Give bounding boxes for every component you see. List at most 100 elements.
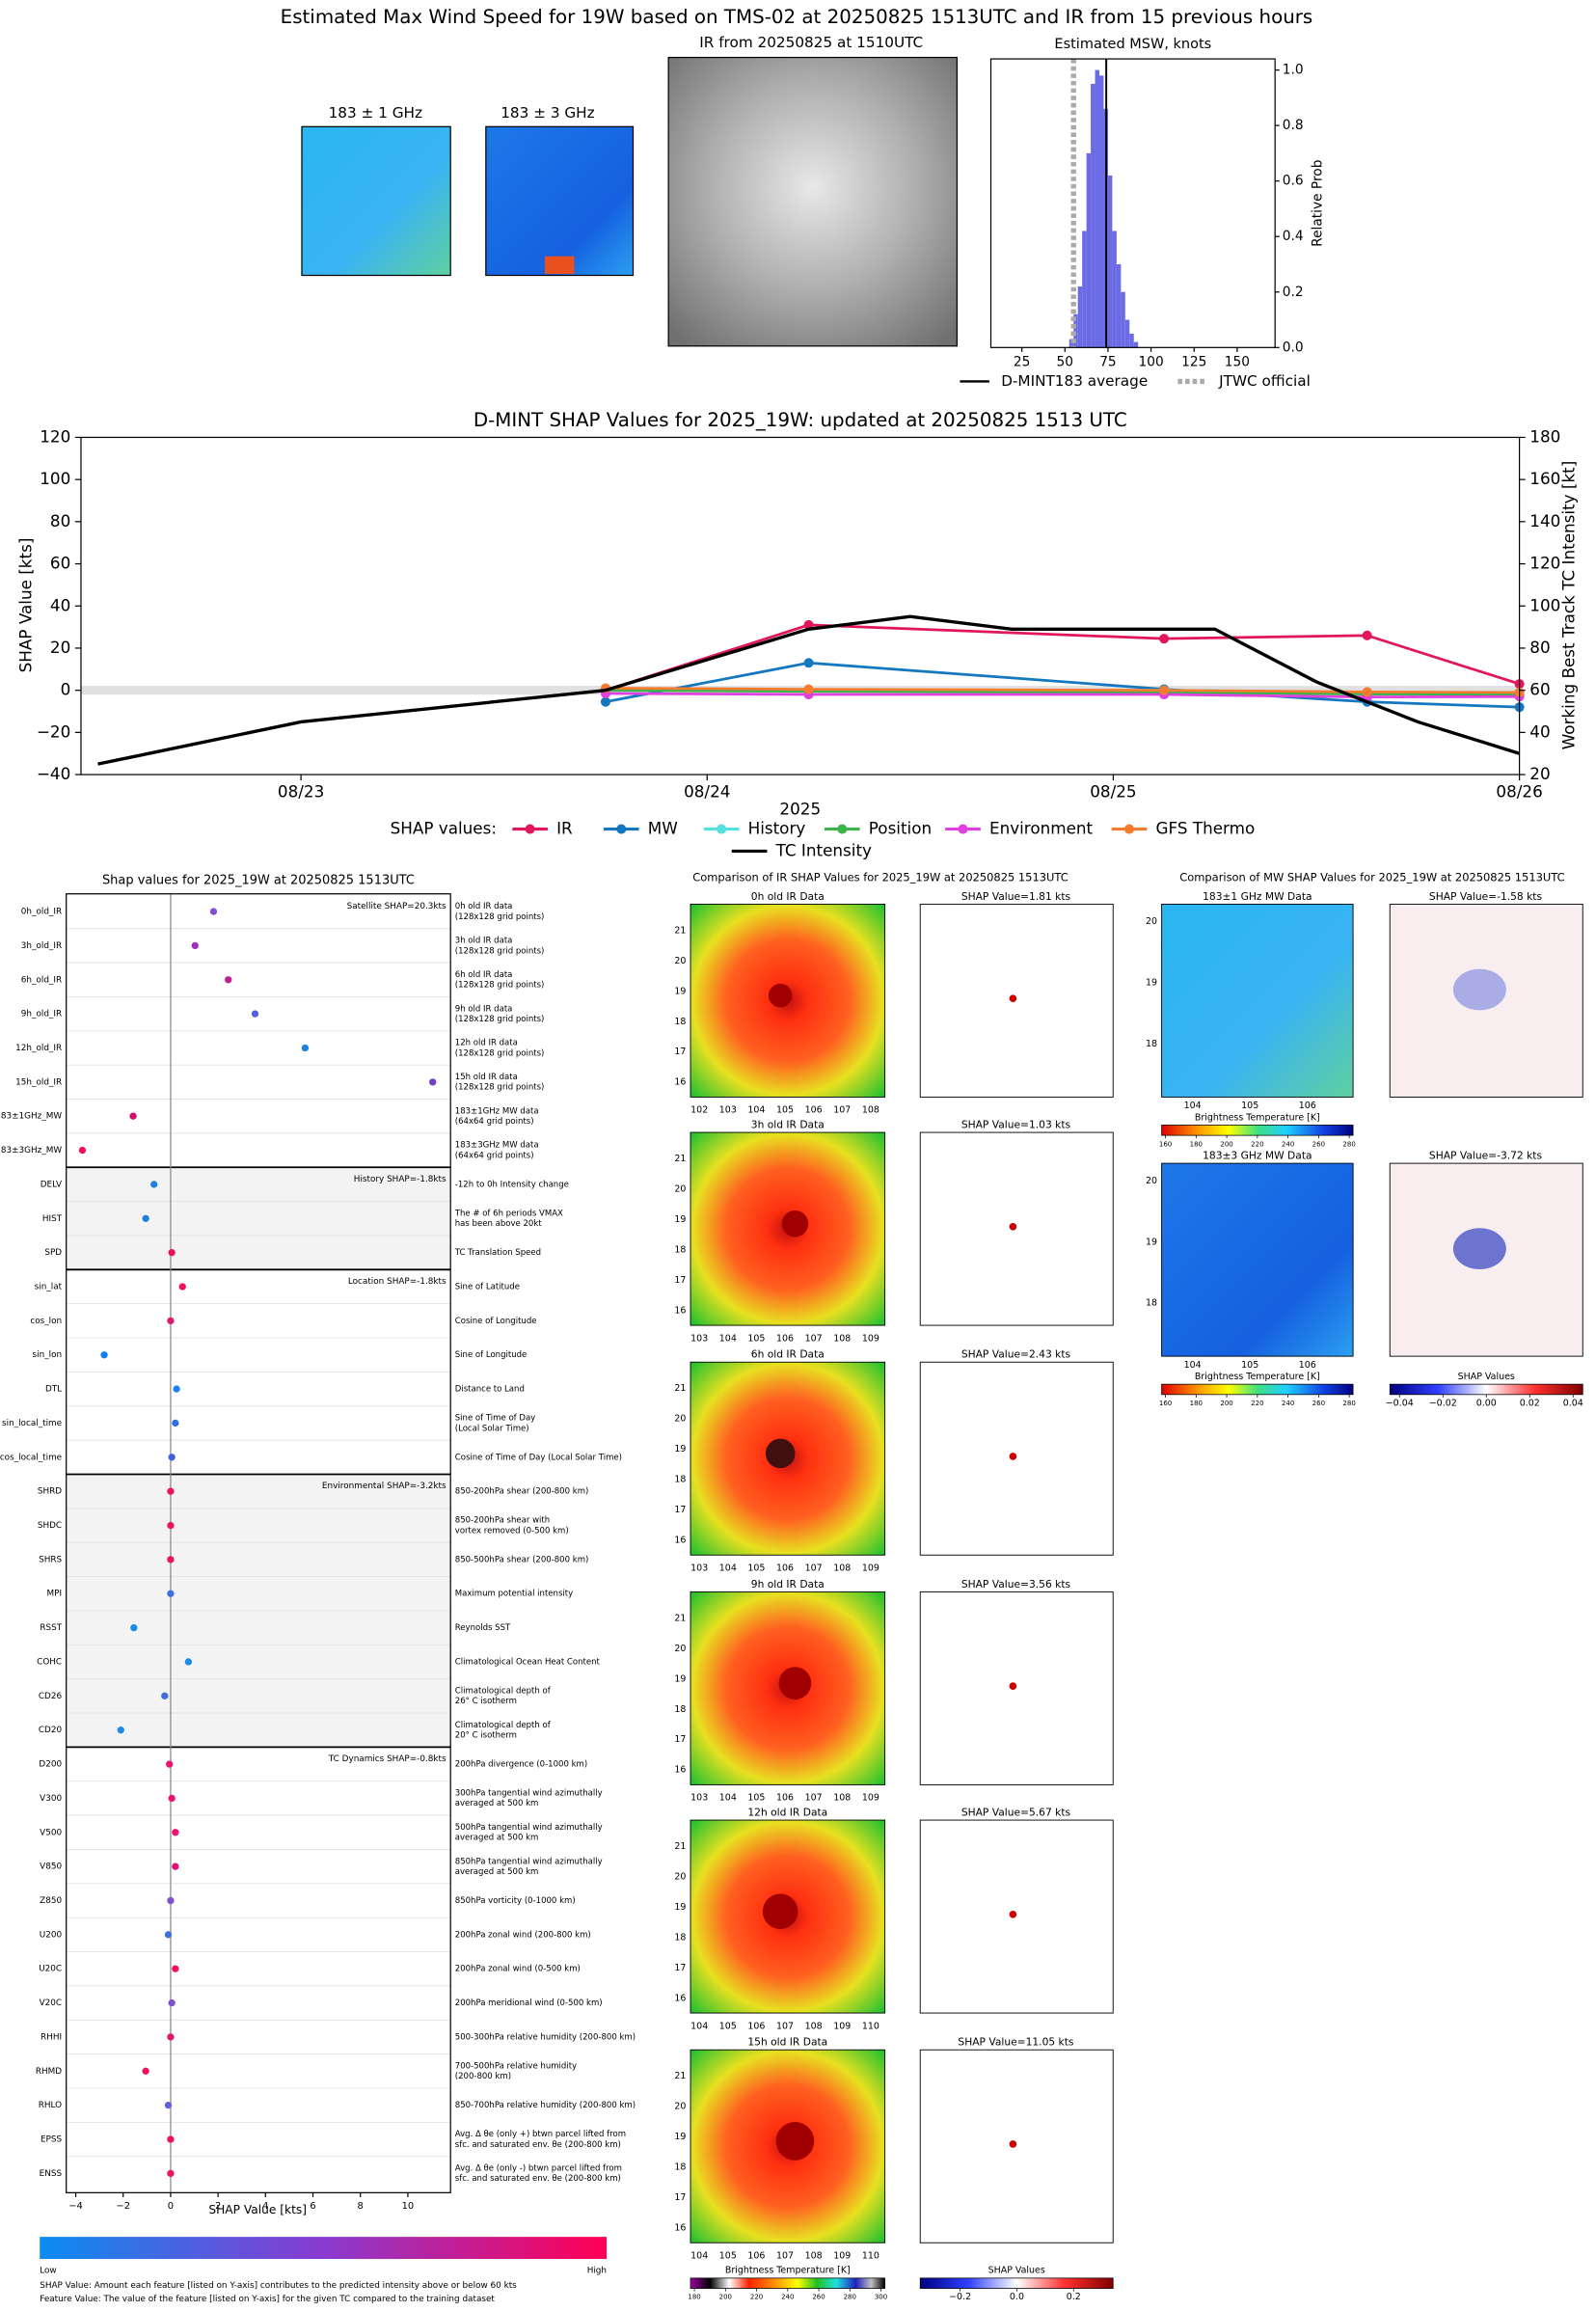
bar <box>1069 339 1074 348</box>
bar <box>1116 263 1122 348</box>
feature-label: CD26 <box>39 1692 63 1701</box>
panel-title: SHAP Value=1.03 kts <box>961 1118 1071 1130</box>
feature-description: 850-700hPa relative humidity (200-800 km… <box>455 2101 636 2110</box>
feature-label: V20C <box>40 1998 62 2008</box>
shap-image-spot <box>1009 994 1017 1002</box>
ir-image-eye <box>775 2122 815 2161</box>
colorbar-tick-label: 200 <box>1220 1399 1232 1407</box>
y-tick-label: 18 <box>674 1017 686 1027</box>
colorbar-tick-label: 160 <box>1159 1139 1172 1148</box>
colorbar-tick-label: 280 <box>1342 1139 1355 1148</box>
y-tick-label: 1.0 <box>1283 63 1304 78</box>
y-tick-label: −20 <box>37 721 70 741</box>
y-tick-label: 17 <box>674 1047 686 1057</box>
colorbar-tick-label: −0.02 <box>1429 1398 1457 1408</box>
y-tick-label: 18 <box>1146 1298 1157 1309</box>
ir-image-eye <box>765 1438 796 1469</box>
colorbar-label: Low <box>40 2267 56 2276</box>
x-tick-label: 106 <box>747 2250 765 2261</box>
x-tick-label: 104 <box>690 2250 708 2261</box>
feature-label: DTL <box>45 1385 62 1395</box>
y-tick-label: 20 <box>50 638 70 657</box>
dot <box>167 2169 175 2178</box>
colorbar <box>1161 1383 1354 1396</box>
feature-description: 6h old IR data <box>455 970 513 980</box>
legend-marker <box>958 824 968 834</box>
y-tick-label: 20 <box>674 1644 686 1654</box>
mw-image <box>1161 903 1354 1098</box>
y-tick-label: 18 <box>674 1704 686 1715</box>
feature-description: Cosine of Longitude <box>455 1317 537 1326</box>
group-label: TC Dynamics SHAP=-0.8kts <box>328 1754 446 1764</box>
legend-marker <box>525 824 535 834</box>
colorbar-tick-label: 260 <box>812 2293 825 2301</box>
y-tick-label: 16 <box>674 1993 686 2003</box>
feature-description: 0h old IR data <box>455 902 513 911</box>
feature-description: Climatological Ocean Heat Content <box>455 1657 601 1667</box>
colorbar-tick-label: 260 <box>1312 1399 1325 1407</box>
x-tick-label: 109 <box>833 2021 851 2031</box>
y-tick-label: 17 <box>674 1275 686 1286</box>
y-tick-label: 17 <box>674 1734 686 1745</box>
ir-image-eye <box>768 983 793 1008</box>
feature-description: 9h old IR data <box>455 1004 513 1014</box>
dot <box>142 1214 149 1222</box>
feature-label: DELV <box>41 1180 62 1189</box>
feature-label: SPD <box>44 1248 62 1258</box>
y-tick-label: 16 <box>674 2222 686 2233</box>
x-tick-label: 109 <box>862 1333 879 1344</box>
x-tick-label: 105 <box>719 2021 737 2031</box>
feature-description: Avg. Δ θe (only +) btwn parcel lifted fr… <box>455 2130 626 2139</box>
shap-image-spot <box>1452 968 1506 1011</box>
dot <box>100 1351 108 1359</box>
plot-frame <box>66 893 451 2193</box>
bar <box>1095 69 1100 348</box>
x-tick-label: 107 <box>833 1105 851 1116</box>
panel-title: SHAP Value=3.56 kts <box>961 1578 1071 1591</box>
x-tick-label: 108 <box>862 1105 879 1116</box>
feature-description: 850-200hPa shear (200-800 km) <box>455 1487 589 1497</box>
feature-description: (64x64 grid points) <box>455 1151 534 1160</box>
colorbar-title: Brightness Temperature [K] <box>1195 1372 1320 1382</box>
dot <box>429 1078 437 1086</box>
dot <box>184 1658 193 1666</box>
series-marker <box>600 696 611 707</box>
ir-image-eye <box>778 1667 812 1699</box>
y-tick-label: 16 <box>674 1077 686 1088</box>
legend-label: IR <box>556 819 573 838</box>
feature-description: (64x64 grid points) <box>455 1117 534 1127</box>
feature-description: (128x128 grid points) <box>455 1083 545 1093</box>
y2-tick-label: 20 <box>1529 764 1550 783</box>
dot <box>167 1556 175 1563</box>
feature-description: (Local Solar Time) <box>455 1424 529 1433</box>
panel-title: 6h old IR Data <box>751 1348 825 1361</box>
legend-label: MW <box>648 819 678 838</box>
y-tick-label: 20 <box>1146 1176 1157 1186</box>
x-tick-label: 08/25 <box>1090 781 1136 801</box>
colorbar-label: High <box>587 2267 607 2276</box>
x-tick-label: 105 <box>776 1105 794 1116</box>
colorbar-tick-label: 200 <box>1220 1139 1232 1148</box>
y-tick-label: 19 <box>674 986 686 996</box>
dot <box>167 2135 175 2143</box>
feature-description: 200hPa zonal wind (200-800 km) <box>455 1930 591 1940</box>
x-tick-label: 107 <box>805 1563 823 1573</box>
x-tick-label: 108 <box>833 1333 851 1344</box>
x-tick-label: 125 <box>1181 355 1206 370</box>
feature-description: Sine of Time of Day <box>455 1414 535 1424</box>
legend-label: Environment <box>989 819 1094 838</box>
dot <box>167 1896 175 1905</box>
shap-image <box>919 1591 1114 1785</box>
y2-tick-label: 140 <box>1529 511 1560 530</box>
mw-image <box>1161 1162 1354 1357</box>
feature-label: HIST <box>42 1214 63 1224</box>
x-tick-label: 104 <box>690 2021 708 2031</box>
dot <box>172 1862 179 1870</box>
feature-description: The # of 6h periods VMAX <box>454 1209 563 1218</box>
section-title: Comparison of MW SHAP Values for 2025_19… <box>1179 870 1564 884</box>
feature-label: COHC <box>37 1657 62 1667</box>
group-label: Environmental SHAP=-3.2kts <box>322 1482 446 1491</box>
x-tick-label: 106 <box>776 1563 794 1573</box>
legend-label: TC Intensity <box>775 840 872 859</box>
y-tick-label: 20 <box>674 2102 686 2112</box>
